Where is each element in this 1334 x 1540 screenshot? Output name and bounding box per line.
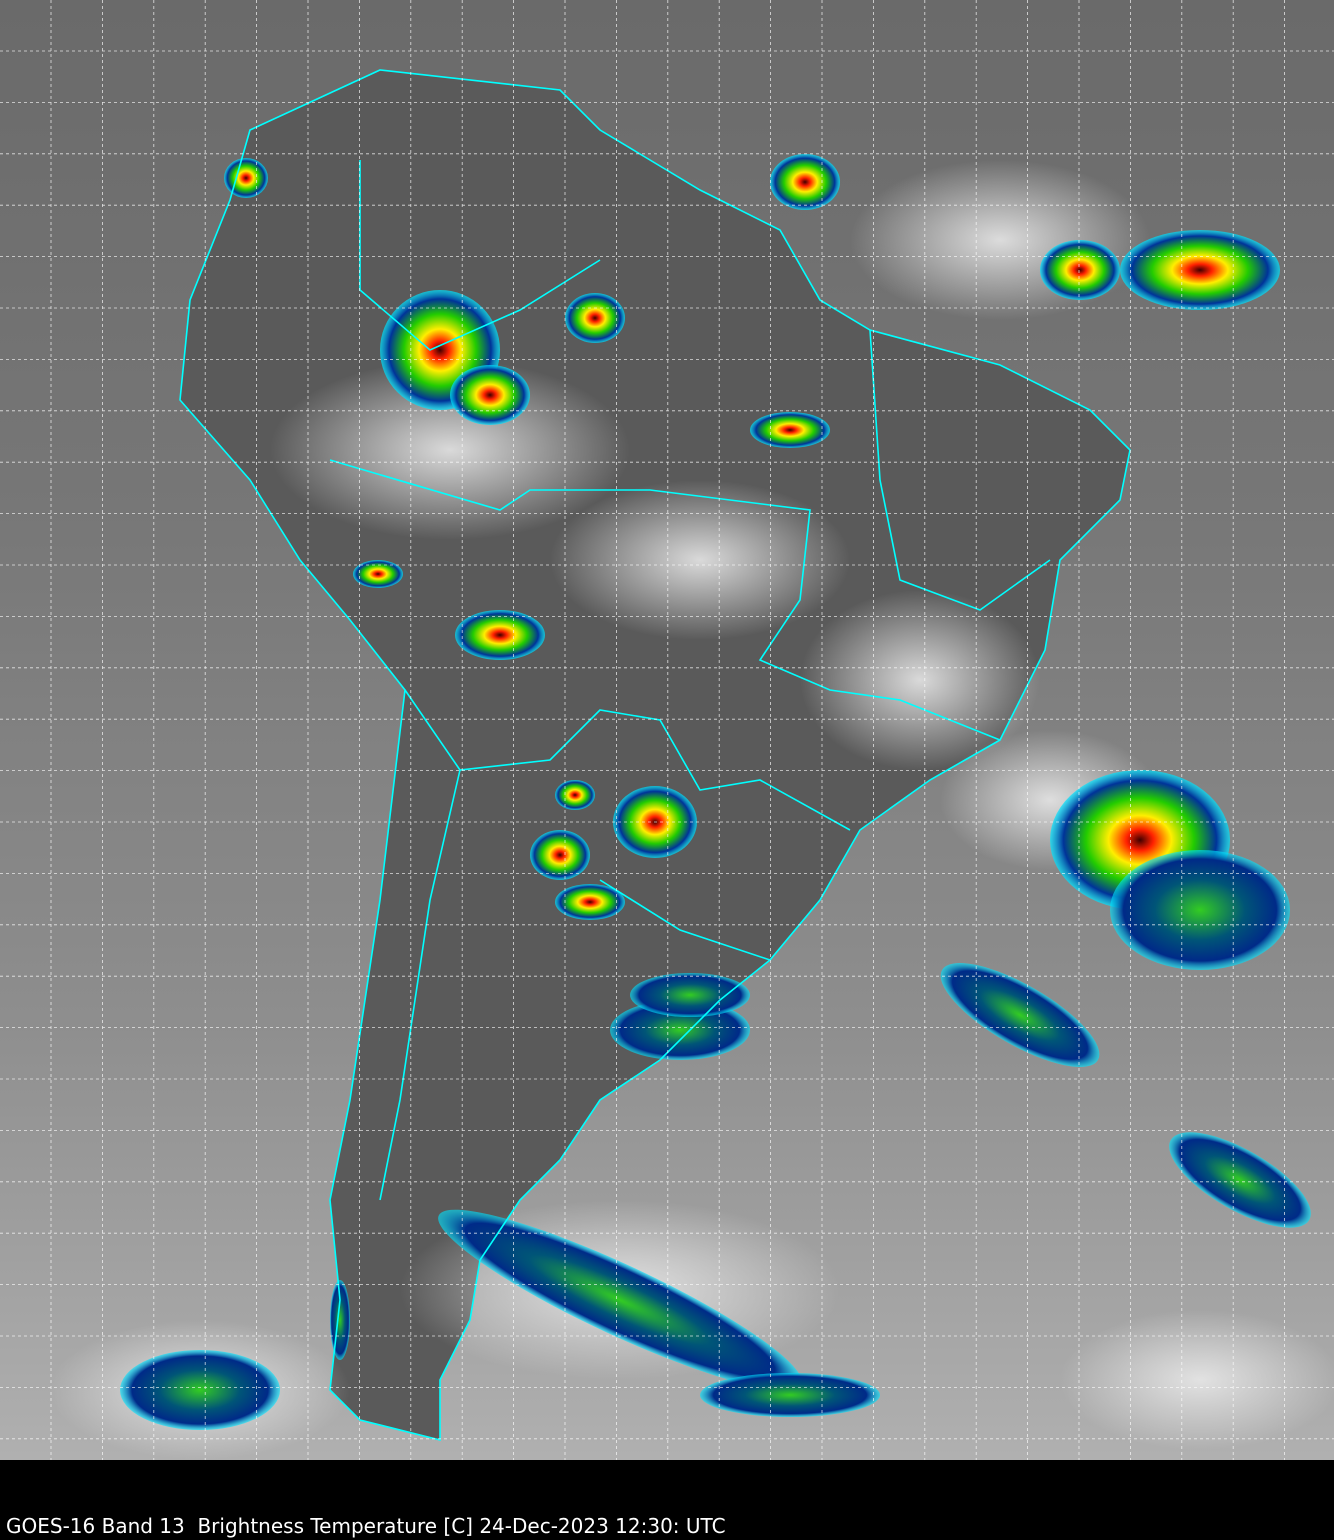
satellite-map <box>0 0 1334 1460</box>
convective-storms <box>120 154 1311 1430</box>
lat-lon-grid <box>0 0 1334 1460</box>
coastline-borders <box>179 69 1131 1442</box>
image-caption: GOES-16 Band 13 Brightness Temperature [… <box>6 1514 726 1538</box>
